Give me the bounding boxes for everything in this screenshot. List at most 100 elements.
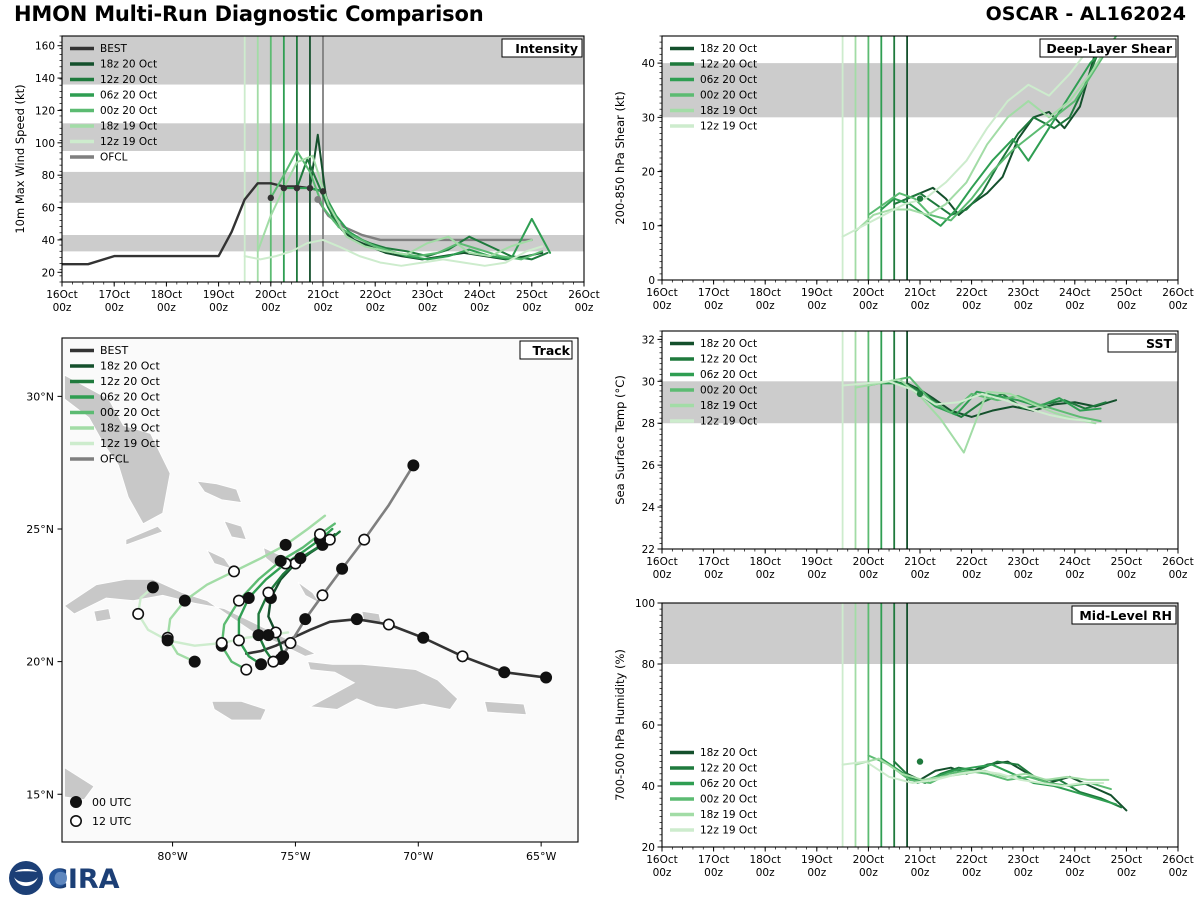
y-axis-label: 10m Max Wind Speed (kt)	[13, 84, 27, 233]
series-line	[854, 378, 1097, 454]
x-tick-sublabel: 00z	[911, 300, 930, 312]
y-tick-label: 120	[35, 105, 55, 117]
legend-label: 12z 19 Oct	[100, 437, 160, 450]
x-tick-sublabel: 00z	[653, 300, 672, 312]
x-tick-sublabel: 00z	[1117, 300, 1136, 312]
marker-legend-12utc-icon	[70, 814, 83, 827]
page-title: HMON Multi-Run Diagnostic Comparison	[14, 2, 484, 26]
x-tick-label: 26Oct	[1162, 556, 1194, 568]
legend-label: 12z 19 Oct	[700, 121, 757, 133]
x-tick-label: 20Oct	[853, 854, 885, 866]
panel-title-text: Track	[533, 343, 571, 358]
shear-panel: 0 10 20 30 40 16Oct 00z 17Oct 00z 18Oct 00z 19Oct 00…	[600, 28, 1200, 326]
x-tick-sublabel: 00z	[418, 302, 437, 314]
best-marker	[267, 194, 274, 202]
sst-series-group	[841, 331, 1118, 549]
track-marker-12utc	[323, 533, 336, 546]
legend-label: 18z 19 Oct	[100, 422, 160, 435]
x-tick-sublabel: 00z	[314, 302, 333, 314]
x-tick-label: 21Oct	[904, 287, 936, 299]
x-tick-label: 22Oct	[956, 854, 988, 866]
y-tick-label: 60	[42, 203, 55, 215]
x-tick-sublabel: 00z	[704, 300, 723, 312]
track-marker-00utc	[274, 554, 287, 567]
y-tick-label: 60	[642, 720, 655, 732]
intensity-legend: BEST 18z 20 Oct 12z 20 Oct 06z 20 Oct 00z 20…	[70, 43, 157, 164]
track-line	[220, 522, 336, 671]
track-marker-00utc	[407, 459, 420, 472]
rh-chart: 2040608010016Oct00z17Oct00z18Oct00z19Oct…	[613, 598, 1194, 879]
track-marker-00utc	[336, 562, 349, 575]
x-tick-sublabel: 00z	[911, 569, 930, 581]
y-tick-label: 140	[35, 73, 55, 85]
cira-noaa-logo: NOAA CIRA	[9, 861, 120, 895]
track-marker-12utc	[262, 586, 275, 599]
landmass	[211, 701, 267, 721]
track-marker-12utc	[215, 637, 228, 650]
x-tick-label: 19Oct	[801, 287, 833, 299]
track-marker-12utc	[132, 607, 145, 620]
legend-label: 00z 20 Oct	[700, 385, 757, 397]
x-tick-label: 17Oct	[98, 289, 130, 301]
shear-marker	[916, 195, 924, 202]
x-tick-sublabel: 00z	[962, 569, 981, 581]
legend-label: 00z 20 Oct	[100, 406, 160, 419]
legend-label: 00z 20 Oct	[100, 105, 157, 117]
series-line	[269, 149, 544, 261]
x-tick-sublabel: 00z	[366, 302, 385, 314]
x-tick-label: 23Oct	[1007, 287, 1039, 299]
x-tick-sublabel: 00z	[859, 569, 878, 581]
track-panel: 15°N 20°N 25°N 30°N 80°W 75°W 70°W 65°W Track BES…	[0, 330, 600, 890]
legend-label: 12z 19 Oct	[100, 136, 157, 148]
x-tick-label: 18Oct	[749, 287, 781, 299]
x-tick-sublabel: 00z	[1014, 300, 1033, 312]
x-tick-sublabel: 00z	[575, 302, 594, 314]
legend-label: 06z 20 Oct	[700, 369, 757, 381]
track-marker-00utc	[252, 629, 265, 642]
x-tick-label: 24Oct	[1059, 854, 1091, 866]
x-tick-label: 26Oct	[1162, 287, 1194, 299]
x-tick-sublabel: 00z	[756, 569, 775, 581]
shear-legend: 18z 20 Oct 12z 20 Oct 06z 20 Oct 00z 20 Oct…	[670, 43, 757, 133]
x-tick-label: 17Oct	[698, 287, 730, 299]
x-tick-label: 20Oct	[853, 556, 885, 568]
y-tick-label: 20	[42, 267, 55, 279]
x-tick-sublabel: 00z	[704, 569, 723, 581]
y-tick-label: 22	[642, 544, 655, 556]
x-tick-label: 25Oct	[1111, 556, 1143, 568]
x-tick-sublabel: 00z	[157, 302, 176, 314]
track-marker-00utc	[498, 666, 511, 679]
track-marker-12utc	[358, 533, 371, 546]
legend-label: 18z 19 Oct	[700, 809, 757, 821]
track-marker-12utc	[232, 594, 245, 607]
landmass	[484, 700, 527, 716]
y-tick-label: 40	[42, 235, 55, 247]
x-tick-label: 26Oct	[568, 289, 600, 301]
series-line	[867, 754, 1112, 791]
sst-legend: 18z 20 Oct 12z 20 Oct 06z 20 Oct 00z 20 Oct…	[670, 338, 757, 428]
x-tick-label: 65°W	[526, 850, 556, 863]
track-marker-00utc	[161, 634, 174, 647]
y-tick-label: 160	[35, 41, 55, 53]
x-tick-sublabel: 00z	[522, 302, 541, 314]
x-tick-label: 18Oct	[749, 854, 781, 866]
x-tick-sublabel: 00z	[704, 867, 723, 879]
sst-panel-title: SST	[1107, 333, 1177, 353]
x-tick-sublabel: 00z	[105, 302, 124, 314]
x-tick-sublabel: 00z	[807, 300, 826, 312]
y-tick-label: 100	[35, 138, 55, 150]
y-tick-label: 32	[642, 334, 655, 346]
x-tick-sublabel: 00z	[859, 867, 878, 879]
series-line	[841, 760, 1105, 787]
x-tick-sublabel: 00z	[53, 302, 72, 314]
x-tick-label: 17Oct	[698, 854, 730, 866]
x-tick-label: 19Oct	[801, 854, 833, 866]
track-marker-00utc	[178, 594, 191, 607]
landmass	[196, 480, 243, 503]
best-marker	[280, 184, 288, 192]
legend-label: 00z 20 Oct	[700, 794, 757, 806]
series-line	[906, 382, 1118, 418]
x-tick-label: 21Oct	[904, 854, 936, 866]
x-tick-sublabel: 00z	[1117, 569, 1136, 581]
track-marker-00utc	[299, 613, 312, 626]
